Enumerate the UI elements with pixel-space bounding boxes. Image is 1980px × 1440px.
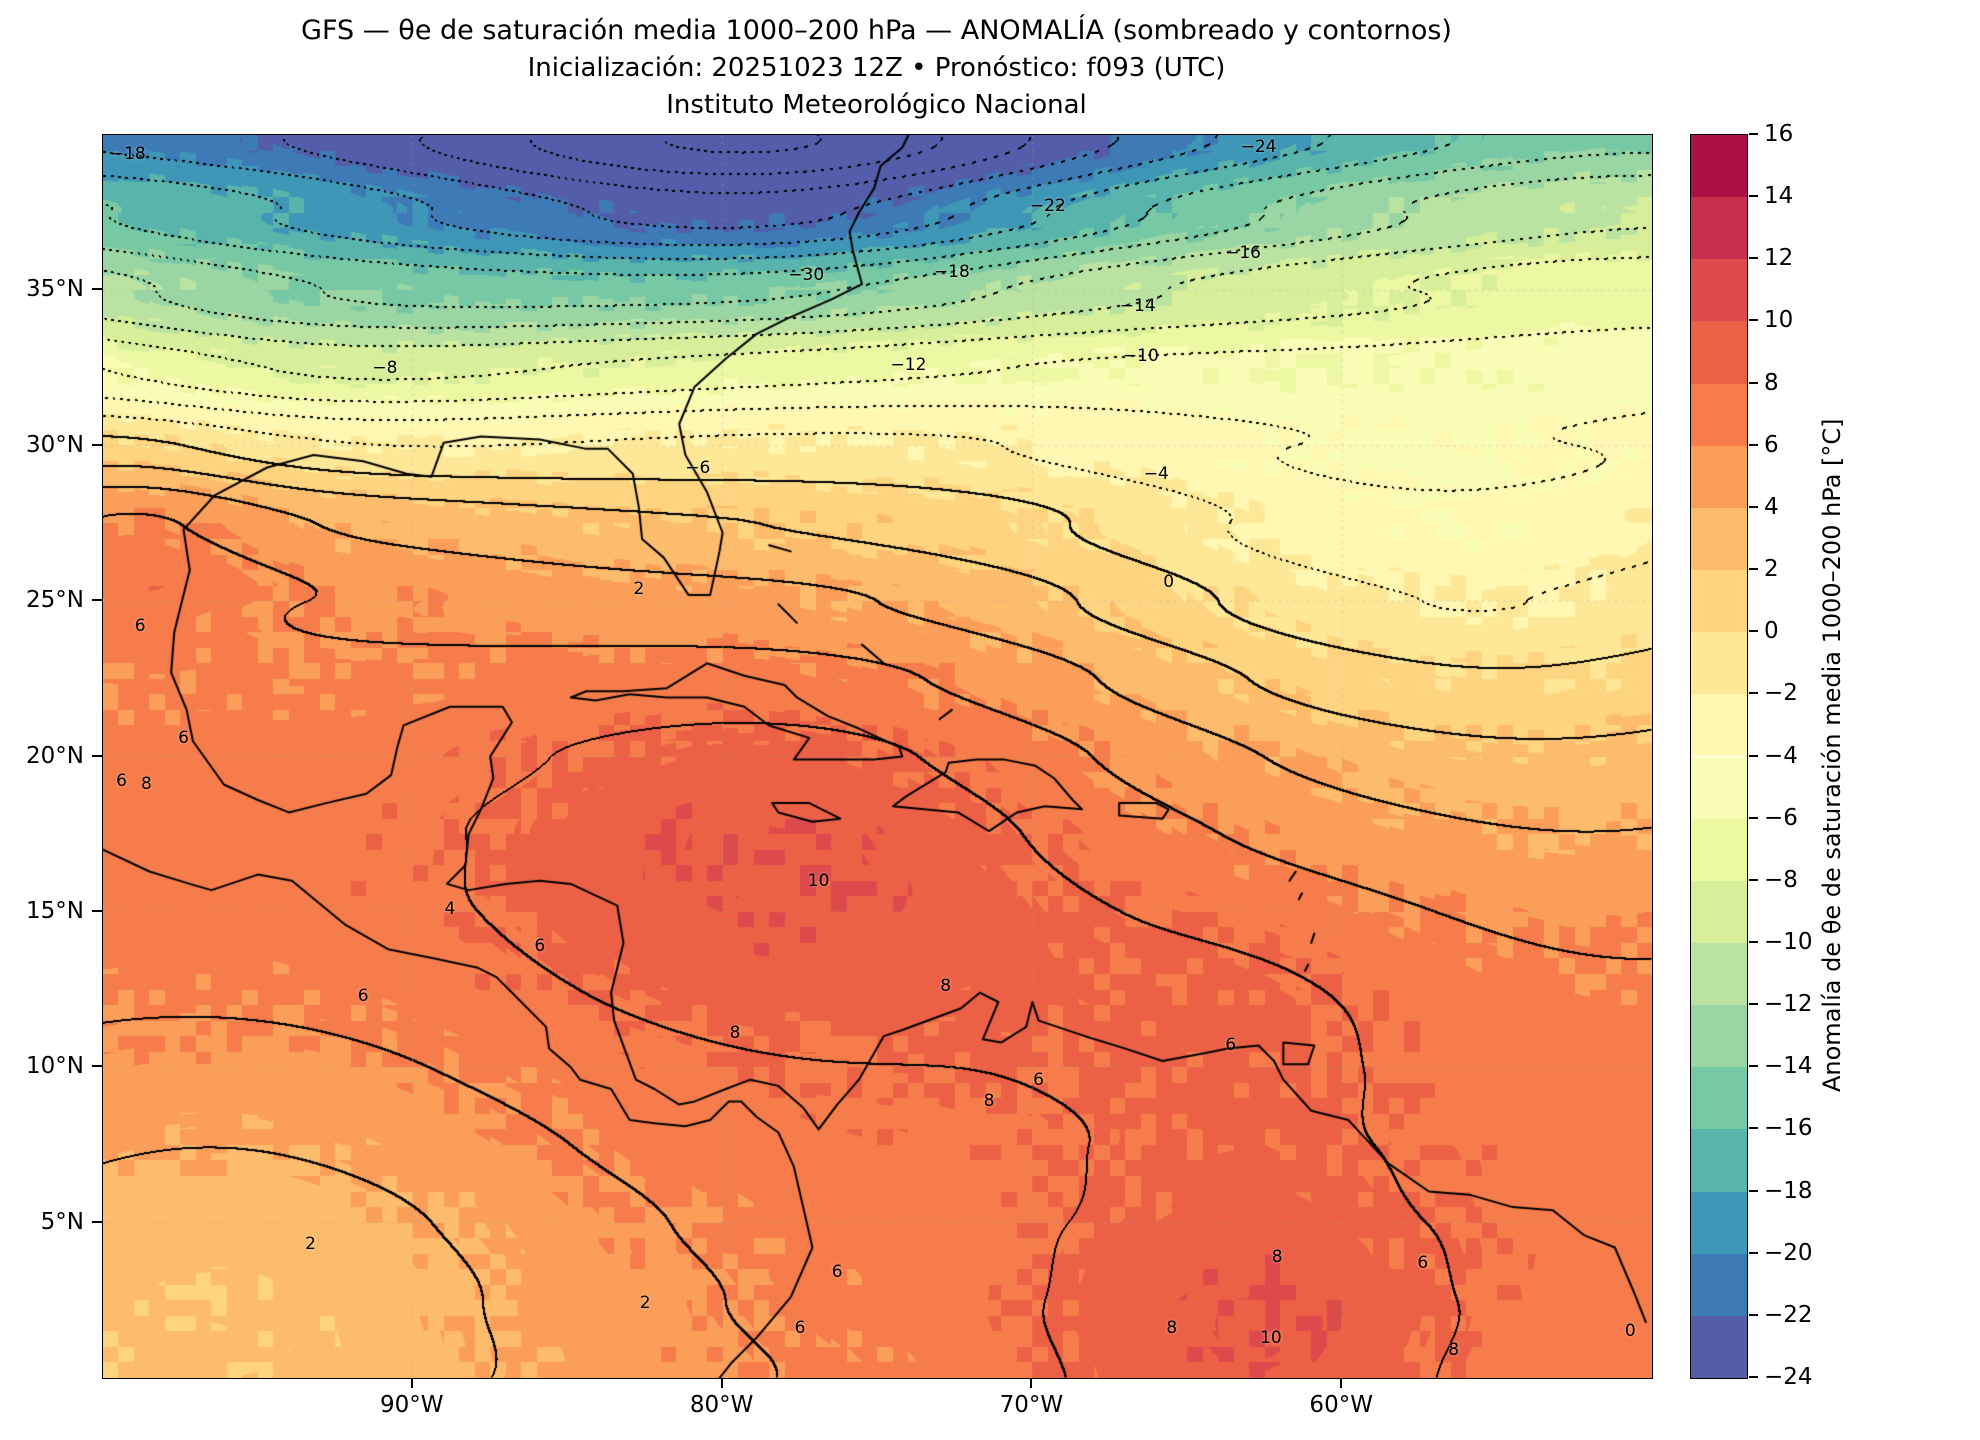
colorbar-tick-mark [1749, 1251, 1758, 1254]
colorbar-cell [1691, 818, 1747, 881]
colorbar-cell [1691, 259, 1747, 322]
colorbar-tick-label: −4 [1764, 742, 1798, 769]
colorbar-tick-mark [1749, 754, 1758, 757]
colorbar-tick-mark [1749, 381, 1758, 384]
colorbar-tick-mark [1749, 940, 1758, 943]
colorbar-tick-mark [1749, 257, 1758, 260]
colorbar-tick-label: −12 [1764, 991, 1813, 1018]
colorbar-cell [1691, 507, 1747, 571]
colorbar-cell [1691, 570, 1747, 633]
colorbar-tick-label: 10 [1764, 307, 1794, 334]
colorbar [1690, 134, 1748, 1379]
colorbar-tick-label: −14 [1764, 1053, 1813, 1080]
title-line-1: GFS — θe de saturación media 1000–200 hP… [301, 15, 1452, 46]
colorbar-tick-mark [1749, 133, 1758, 135]
colorbar-tick-label: −8 [1764, 866, 1798, 893]
x-axis-tick-label: 60°W [1309, 1392, 1373, 1418]
colorbar-tick-label: −20 [1764, 1239, 1813, 1266]
title-line-3: Instituto Meteorológico Nacional [666, 90, 1087, 120]
colorbar-tick-mark [1749, 1065, 1758, 1068]
colorbar-tick-label: −6 [1764, 804, 1798, 831]
x-axis-tick-mark [720, 1378, 723, 1388]
colorbar-cell [1691, 1067, 1747, 1130]
y-axis-tick-mark [92, 443, 102, 446]
colorbar-tick-mark [1749, 1189, 1758, 1192]
x-axis-tick-label: 70°W [999, 1392, 1064, 1418]
colorbar-tick-label: 12 [1764, 245, 1794, 272]
x-axis-tick-mark [410, 1378, 413, 1388]
colorbar-cell [1691, 694, 1747, 757]
x-axis-tick-label: 80°W [689, 1392, 754, 1418]
colorbar-tick-mark [1749, 1003, 1758, 1006]
y-axis-tick-mark [92, 288, 102, 291]
y-axis-tick-label: 35°N [26, 276, 84, 303]
y-axis-tick-mark [92, 1220, 102, 1223]
y-axis-tick-label: 5°N [40, 1208, 84, 1235]
colorbar-tick-label: −2 [1764, 680, 1798, 707]
y-axis-tick-mark [92, 1065, 102, 1068]
colorbar-tick-label: −24 [1764, 1364, 1813, 1390]
colorbar-tick-label: −22 [1764, 1301, 1813, 1328]
chart-title: GFS — θe de saturación media 1000–200 hP… [102, 12, 1651, 124]
x-axis-tick-mark [1030, 1378, 1033, 1388]
x-axis-tick-mark [1340, 1378, 1343, 1388]
colorbar-cell [1691, 1005, 1747, 1068]
colorbar-tick-mark [1749, 1376, 1758, 1378]
title-line-2: Inicialización: 20251023 12Z • Pronóstic… [527, 53, 1226, 83]
colorbar-cell [1691, 383, 1747, 446]
y-axis-tick-label: 20°N [26, 742, 84, 769]
y-axis-tick-label: 10°N [26, 1053, 84, 1080]
colorbar-cell [1691, 135, 1747, 198]
colorbar-tick-label: 0 [1764, 618, 1779, 645]
colorbar-cell [1691, 942, 1747, 1006]
colorbar-tick-mark [1749, 568, 1758, 571]
y-axis-tick-label: 15°N [26, 897, 84, 924]
colorbar-tick-label: 8 [1764, 369, 1779, 396]
colorbar-tick-mark [1749, 195, 1758, 198]
colorbar-tick-mark [1749, 630, 1758, 633]
y-axis-tick-label: 25°N [26, 587, 84, 614]
y-axis-tick-mark [92, 599, 102, 602]
colorbar-tick-label: 16 [1764, 121, 1794, 147]
colorbar-tick-label: −16 [1764, 1115, 1813, 1142]
colorbar-tick-label: 2 [1764, 556, 1779, 583]
colorbar-tick-label: 4 [1764, 493, 1779, 520]
colorbar-cell [1691, 1315, 1747, 1378]
colorbar-tick-mark [1749, 1127, 1758, 1130]
colorbar-cell [1691, 445, 1747, 508]
x-axis-tick-label: 90°W [380, 1392, 444, 1418]
colorbar-axis-label: Anomalía de θe de saturación media 1000–… [1818, 418, 1846, 1093]
colorbar-cell [1691, 880, 1747, 943]
colorbar-cell [1691, 756, 1747, 819]
y-axis-tick-mark [92, 754, 102, 757]
colorbar-tick-mark [1749, 505, 1758, 508]
colorbar-cell [1691, 1253, 1747, 1316]
colorbar-tick-label: −18 [1764, 1177, 1813, 1204]
contour-map-canvas [103, 135, 1652, 1378]
colorbar-cell [1691, 321, 1747, 384]
colorbar-cell [1691, 1129, 1747, 1192]
colorbar-tick-mark [1749, 692, 1758, 695]
colorbar-tick-label: 14 [1764, 183, 1794, 210]
y-axis-tick-label: 30°N [26, 431, 84, 458]
colorbar-tick-label: −10 [1764, 928, 1813, 955]
y-axis-tick-mark [92, 909, 102, 912]
colorbar-tick-mark [1749, 1313, 1758, 1316]
colorbar-tick-label: 6 [1764, 431, 1779, 458]
colorbar-tick-mark [1749, 878, 1758, 881]
colorbar-tick-mark [1749, 816, 1758, 819]
colorbar-tick-mark [1749, 443, 1758, 446]
colorbar-cell [1691, 1191, 1747, 1254]
colorbar-tick-mark [1749, 319, 1758, 322]
colorbar-cell [1691, 197, 1747, 260]
colorbar-cell [1691, 632, 1747, 695]
map-area: −18 −8 −30 −18 −22 −24 −16 −14 −10 −12 −6 −4 2 0 6 6 6 8 1… [102, 134, 1653, 1379]
